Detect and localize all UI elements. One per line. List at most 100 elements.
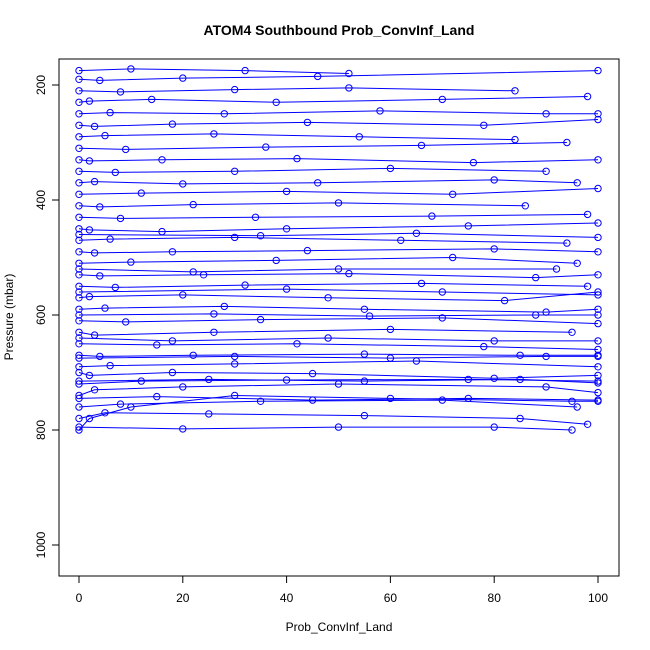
data-point — [210, 310, 218, 318]
data-point — [75, 363, 83, 371]
data-point — [75, 236, 83, 245]
data-point — [386, 354, 395, 362]
data-point — [231, 233, 239, 242]
data-point — [85, 414, 94, 423]
data-point — [324, 334, 332, 342]
data-point — [308, 369, 317, 378]
series-line — [78, 232, 599, 238]
data-point — [101, 304, 109, 312]
data-point — [210, 130, 218, 138]
data-point — [386, 164, 395, 173]
series-40 — [75, 334, 602, 345]
data-point — [241, 281, 249, 289]
data-point — [345, 69, 353, 78]
x-axis: 0 20 40 60 80 100 — [76, 575, 608, 605]
data-point — [583, 210, 592, 219]
data-point — [516, 375, 524, 384]
data-point — [438, 288, 446, 296]
data-point — [542, 383, 550, 391]
series-line — [78, 70, 599, 81]
series-line — [78, 360, 599, 368]
data-point — [594, 115, 602, 124]
series-9 — [75, 340, 602, 354]
data-point — [272, 256, 280, 265]
data-point — [521, 202, 529, 210]
data-point — [220, 110, 229, 118]
data-point — [153, 392, 161, 401]
data-point — [386, 394, 395, 403]
data-point — [205, 410, 213, 418]
x-tick-label: 0 — [76, 591, 83, 605]
data-point — [101, 409, 109, 417]
data-point — [594, 305, 602, 313]
series-line — [78, 371, 599, 379]
data-point — [464, 394, 472, 403]
series-17 — [75, 245, 602, 257]
y-tick-label: 1000 — [34, 531, 48, 558]
x-tick-label: 60 — [384, 591, 398, 605]
data-point — [360, 305, 369, 313]
data-point — [594, 248, 602, 256]
data-point — [75, 282, 83, 290]
data-point — [75, 133, 83, 141]
series-line — [78, 412, 588, 425]
x-axis-label: Prob_ConvInf_Land — [286, 620, 393, 634]
data-point — [417, 141, 426, 150]
data-point — [189, 268, 197, 276]
series-line — [78, 188, 599, 195]
data-point — [90, 122, 99, 131]
data-point — [334, 265, 343, 273]
data-point — [153, 341, 161, 349]
series-26 — [75, 138, 571, 154]
data-point — [75, 294, 83, 302]
data-point — [148, 95, 156, 104]
series-19 — [75, 219, 602, 236]
series-line — [78, 355, 598, 359]
data-point — [594, 337, 602, 345]
data-point — [75, 121, 83, 130]
data-point — [583, 420, 592, 428]
data-point — [116, 214, 125, 223]
data-point — [594, 110, 602, 118]
data-point — [205, 375, 213, 384]
series-30 — [75, 92, 592, 107]
series-35 — [75, 352, 602, 362]
data-point — [220, 302, 229, 311]
series-line — [78, 282, 588, 288]
y-tick-label: 200 — [34, 75, 48, 95]
series-line — [78, 317, 599, 325]
data-point — [324, 294, 332, 302]
series-line — [78, 167, 547, 173]
data-point — [85, 157, 94, 165]
data-point — [85, 292, 94, 301]
data-point — [563, 239, 571, 247]
data-point — [293, 154, 301, 163]
data-point — [490, 423, 498, 431]
data-point — [594, 396, 602, 404]
data-point — [75, 271, 83, 279]
data-point — [90, 386, 99, 394]
data-point — [345, 269, 353, 278]
data-point — [75, 394, 83, 403]
data-point — [179, 425, 187, 433]
series-38 — [75, 285, 602, 299]
data-point — [594, 219, 602, 227]
series-line — [78, 268, 557, 273]
data-point — [75, 259, 83, 267]
data-point — [490, 245, 498, 253]
data-point — [75, 351, 83, 359]
data-point — [438, 95, 446, 104]
series-8 — [75, 350, 602, 361]
series-32 — [75, 66, 602, 85]
data-point — [314, 179, 322, 187]
x-tick-label: 100 — [588, 591, 608, 605]
data-point — [594, 291, 602, 299]
series-line — [78, 426, 573, 431]
series-line — [78, 396, 599, 401]
data-point — [179, 383, 187, 391]
series-line — [78, 256, 578, 264]
data-point — [75, 230, 83, 239]
data-point — [127, 258, 135, 266]
series-line — [78, 236, 567, 244]
data-point — [137, 377, 146, 385]
